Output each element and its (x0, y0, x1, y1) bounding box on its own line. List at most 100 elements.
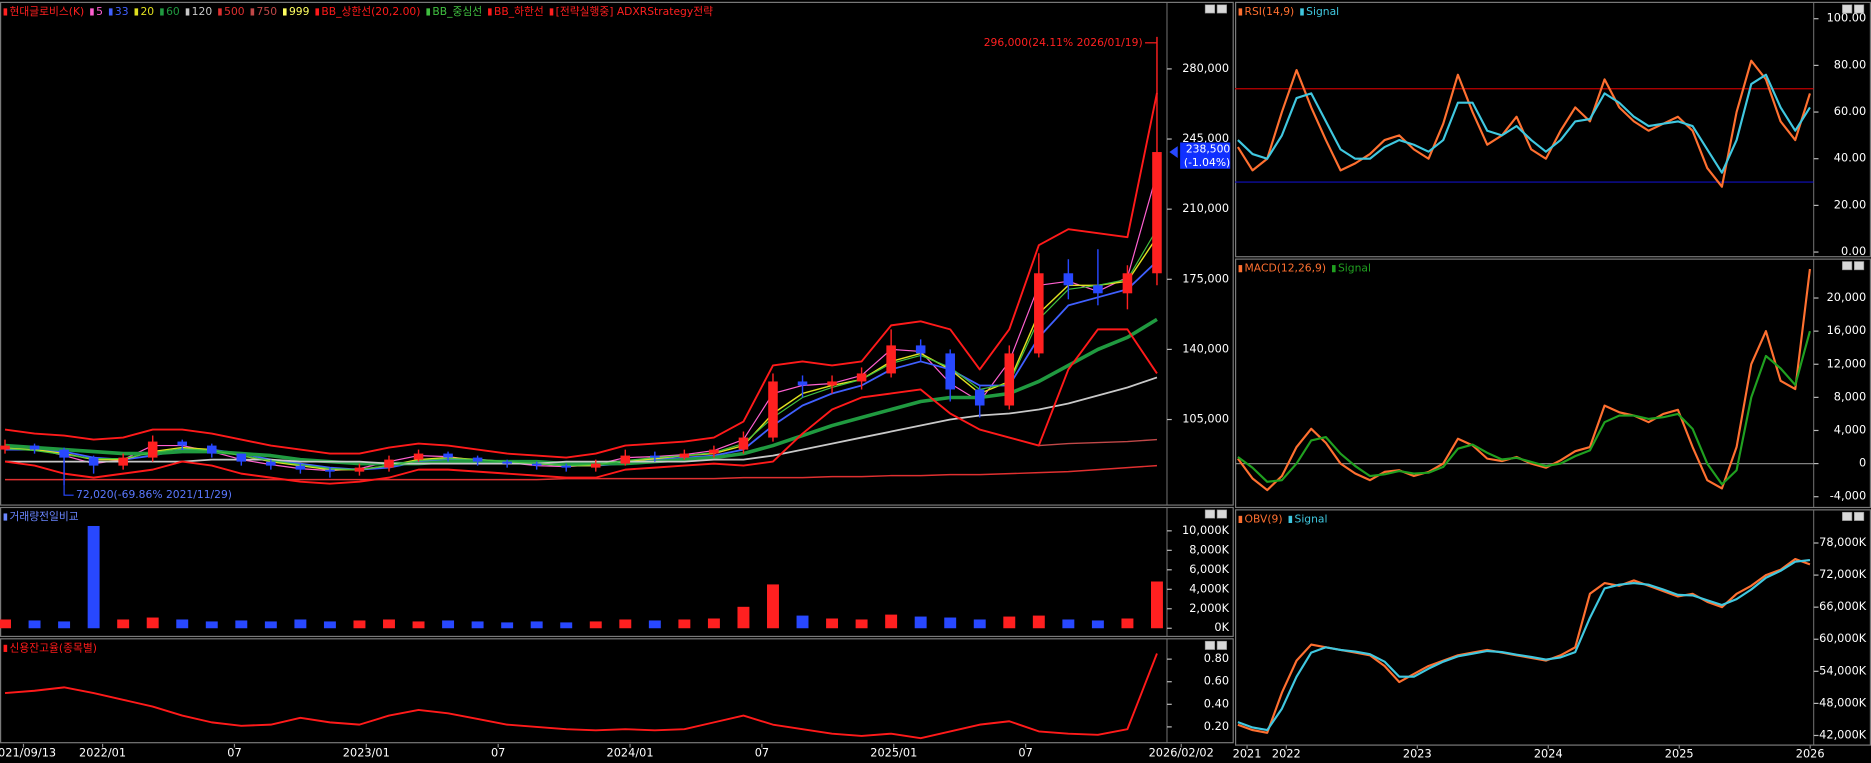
legend-swatch (250, 8, 255, 16)
panel-frame (1235, 509, 1871, 746)
y-tick-label: 42,000K (1819, 727, 1867, 741)
candle-body (472, 457, 483, 462)
candle-body (502, 461, 512, 464)
candle-body (531, 463, 542, 466)
y-tick-label: 175,000 (1182, 271, 1229, 285)
window-button[interactable] (1842, 511, 1853, 521)
volume-bar (235, 620, 248, 629)
x-tick-label: 2025/01 (870, 745, 917, 759)
y-tick-label: 0 (1859, 456, 1866, 470)
window-button[interactable] (1842, 261, 1853, 271)
y-tick-label: 140,000 (1182, 341, 1229, 355)
x-tick-label: 07 (755, 745, 769, 759)
y-tick-label: 100.00 (1827, 11, 1867, 25)
legend-label: 500 (224, 5, 245, 18)
window-button[interactable] (1204, 640, 1216, 650)
plot-area (1235, 59, 1814, 188)
volume-bar (944, 617, 957, 629)
candle-body (1122, 273, 1133, 294)
volume-bar (973, 619, 986, 629)
legend-swatch (1288, 515, 1293, 523)
window-button[interactable] (1842, 4, 1853, 14)
series-line (4, 328, 1158, 485)
legend-swatch (315, 8, 320, 16)
y-tick-label: 0.20 (1204, 719, 1229, 733)
volume-bar (383, 619, 395, 629)
legend-swatch (1238, 515, 1243, 523)
legend-label: 20 (140, 5, 154, 18)
volume-bar (442, 620, 455, 629)
y-tick-label: 245,000 (1182, 131, 1229, 145)
window-button[interactable] (1216, 509, 1227, 519)
x-tick-label: 2023/01 (343, 745, 390, 759)
window-button[interactable] (1853, 4, 1865, 14)
y-tick-label: 10,000K (1182, 523, 1230, 537)
window-button[interactable] (1204, 4, 1216, 14)
y-tick-label: 0.80 (1204, 651, 1229, 665)
y-tick-label: 20,000 (1827, 290, 1867, 304)
x-tick-label: 2022 (1272, 747, 1301, 761)
x-tick-label: 07 (227, 745, 241, 759)
candle-body (738, 437, 749, 450)
plot-area (1237, 557, 1811, 734)
y-tick-label: 16,000 (1827, 323, 1867, 337)
volume-bar (1062, 619, 1075, 629)
y-tick-label: 40.00 (1834, 151, 1866, 165)
y-tick-label: 6,000K (1189, 562, 1229, 576)
candle-body (797, 381, 808, 386)
legend-label: Signal (1295, 512, 1328, 525)
y-tick-label: 20.00 (1834, 197, 1866, 211)
series-line (4, 92, 1158, 459)
y-tick-label: 78,000K (1819, 535, 1867, 549)
y-tick-label: 72,000K (1819, 567, 1867, 581)
window-button[interactable] (1216, 4, 1227, 14)
y-tick-label: 60,000K (1819, 631, 1867, 645)
window-button[interactable] (1853, 261, 1865, 271)
low-label: 72,020(-69.86% 2021/11/29) (76, 488, 232, 501)
x-tick-label: 2024 (1534, 747, 1563, 761)
legend-swatch (185, 8, 190, 16)
window-button[interactable] (1853, 511, 1865, 521)
window-button[interactable] (1216, 640, 1227, 650)
last-change-label: (-1.04%) (1184, 156, 1230, 169)
series-line (1237, 73, 1811, 174)
x-tick-label: 2023 (1403, 747, 1432, 761)
legend-label: 120 (192, 5, 213, 18)
candle-body (0, 445, 10, 450)
volume-bar (530, 621, 543, 629)
plot-area (0, 525, 1163, 629)
legend-swatch (3, 644, 8, 652)
volume-bar (1032, 615, 1045, 629)
candle-body (29, 445, 40, 450)
volume-bar (560, 622, 573, 629)
candle-body (620, 455, 631, 464)
panel-frame (0, 506, 1234, 638)
series-line (5, 376, 1158, 465)
y-tick-label: 12,000 (1827, 356, 1867, 370)
candle-body (177, 441, 188, 446)
candle-body (768, 381, 778, 438)
candle-body (886, 345, 896, 374)
candle-body (384, 459, 394, 468)
series-line (1038, 438, 1158, 447)
volume-bar (146, 617, 159, 629)
legend-swatch (160, 8, 164, 16)
series-line (4, 228, 1158, 471)
candle-body (650, 455, 660, 458)
y-tick-label: 2,000K (1189, 601, 1229, 615)
legend-label: 33 (115, 5, 129, 18)
volume-bar (117, 619, 130, 629)
volume-bar (619, 619, 632, 629)
candle-body (561, 465, 571, 468)
volume-bar (412, 621, 425, 629)
legend-swatch (549, 8, 554, 16)
legend-label: Signal (1306, 5, 1339, 18)
volume-bar (767, 584, 779, 629)
window-button[interactable] (1204, 509, 1216, 519)
volume-bar (501, 622, 514, 629)
volume-bar (87, 525, 100, 629)
volume-bar (914, 616, 927, 629)
volume-bar (589, 621, 602, 629)
legend-label: BB_상한선(20,2.00) (321, 5, 420, 18)
volume-bar (855, 619, 868, 629)
